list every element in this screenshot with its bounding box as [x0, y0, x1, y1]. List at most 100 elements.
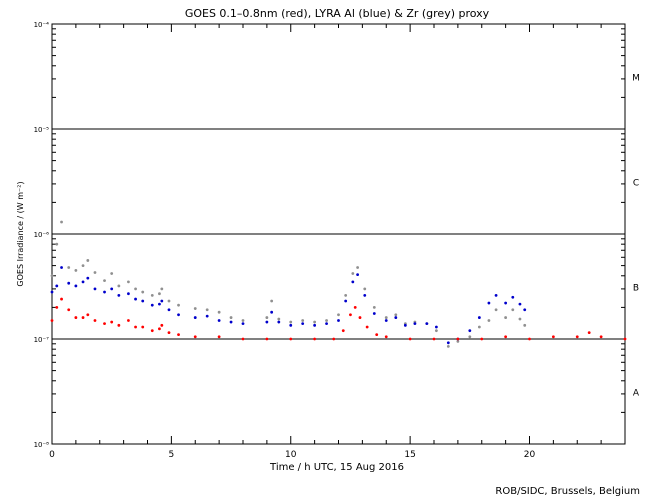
data-point: [587, 331, 591, 335]
data-point: [277, 320, 281, 324]
data-point: [468, 335, 472, 339]
data-point: [344, 294, 348, 297]
data-point: [504, 335, 508, 339]
data-series: [50, 297, 627, 341]
data-point: [504, 316, 508, 319]
data-point: [110, 320, 114, 324]
data-point: [289, 337, 293, 341]
data-point: [217, 310, 221, 314]
data-point: [372, 305, 376, 309]
data-point: [150, 294, 154, 297]
data-point: [67, 266, 71, 269]
data-series: [50, 220, 527, 348]
data-point: [518, 317, 522, 321]
data-point: [487, 319, 491, 322]
data-point: [55, 242, 59, 246]
x-tick-label: 10: [285, 450, 297, 460]
flare-class-label: C: [633, 179, 639, 189]
data-point: [456, 339, 460, 343]
plot-area: 10⁻⁸ 10⁻⁷ 10⁻⁶ 10⁻⁵ 10⁻⁴ 0 5 10 15 20 M C B A: [34, 21, 640, 460]
data-point: [86, 313, 90, 317]
data-point: [93, 319, 97, 322]
data-point: [301, 319, 305, 322]
data-point: [74, 316, 78, 319]
data-point: [477, 325, 481, 329]
data-point: [74, 284, 78, 288]
data-point: [55, 284, 59, 288]
data-point: [67, 308, 71, 312]
data-point: [134, 287, 137, 291]
y-axis-label: GOES Irradiance / (W m⁻²): [16, 181, 25, 286]
data-point: [494, 308, 498, 312]
data-point: [372, 312, 376, 315]
data-point: [363, 294, 367, 297]
data-point: [177, 333, 180, 337]
data-point: [289, 323, 293, 327]
data-point: [60, 220, 63, 224]
data-point: [205, 314, 209, 318]
data-point: [193, 316, 197, 319]
data-point: [60, 297, 63, 301]
data-point: [551, 335, 555, 339]
data-point: [158, 327, 161, 331]
data-point: [413, 322, 417, 326]
data-point: [158, 292, 161, 296]
data-point: [356, 266, 359, 269]
credit-label: ROB/SIDC, Brussels, Belgium: [495, 486, 640, 497]
data-point: [313, 320, 317, 324]
data-point: [365, 325, 369, 329]
y-tick-label: 10⁻⁶: [34, 231, 50, 239]
data-point: [523, 308, 527, 312]
data-point: [313, 323, 317, 327]
data-point: [408, 337, 412, 341]
data-point: [511, 308, 515, 312]
data-point: [241, 322, 245, 326]
data-point: [480, 337, 484, 341]
data-point: [270, 299, 274, 303]
data-point: [528, 337, 531, 341]
data-point: [86, 259, 90, 262]
data-point: [575, 335, 579, 339]
x-tick-label: 0: [49, 450, 55, 460]
data-point: [504, 301, 508, 305]
data-point: [141, 290, 145, 294]
data-point: [229, 316, 233, 319]
data-point: [241, 319, 245, 322]
data-point: [167, 331, 171, 335]
x-tick-label: 15: [404, 450, 415, 460]
data-point: [117, 294, 121, 297]
data-point: [141, 299, 145, 303]
data-point: [93, 287, 97, 291]
data-point: [494, 294, 498, 297]
data-point: [81, 264, 85, 268]
data-point: [425, 322, 429, 326]
data-point: [167, 308, 171, 312]
x-axis-label: Time / h UTC, 15 Aug 2016: [269, 462, 404, 473]
data-point: [511, 295, 515, 299]
data-point: [375, 333, 379, 337]
data-series: [50, 266, 527, 345]
data-point: [599, 335, 603, 339]
flare-class-label: A: [633, 389, 640, 399]
data-point: [160, 323, 164, 327]
data-point: [158, 302, 161, 306]
data-point: [150, 329, 154, 333]
flare-class-label: B: [633, 284, 639, 294]
data-point: [177, 303, 180, 307]
data-point: [277, 317, 281, 321]
data-point: [623, 337, 627, 341]
data-point: [477, 316, 481, 319]
data-point: [265, 316, 269, 319]
data-point: [434, 325, 438, 329]
flare-class-label: M: [632, 74, 640, 84]
data-point: [103, 279, 106, 282]
data-point: [217, 335, 221, 339]
data-point: [394, 316, 398, 319]
data-point: [341, 329, 345, 333]
data-point: [356, 273, 359, 277]
data-point: [81, 280, 85, 284]
data-point: [55, 305, 59, 309]
data-point: [126, 292, 130, 296]
data-point: [74, 269, 78, 272]
